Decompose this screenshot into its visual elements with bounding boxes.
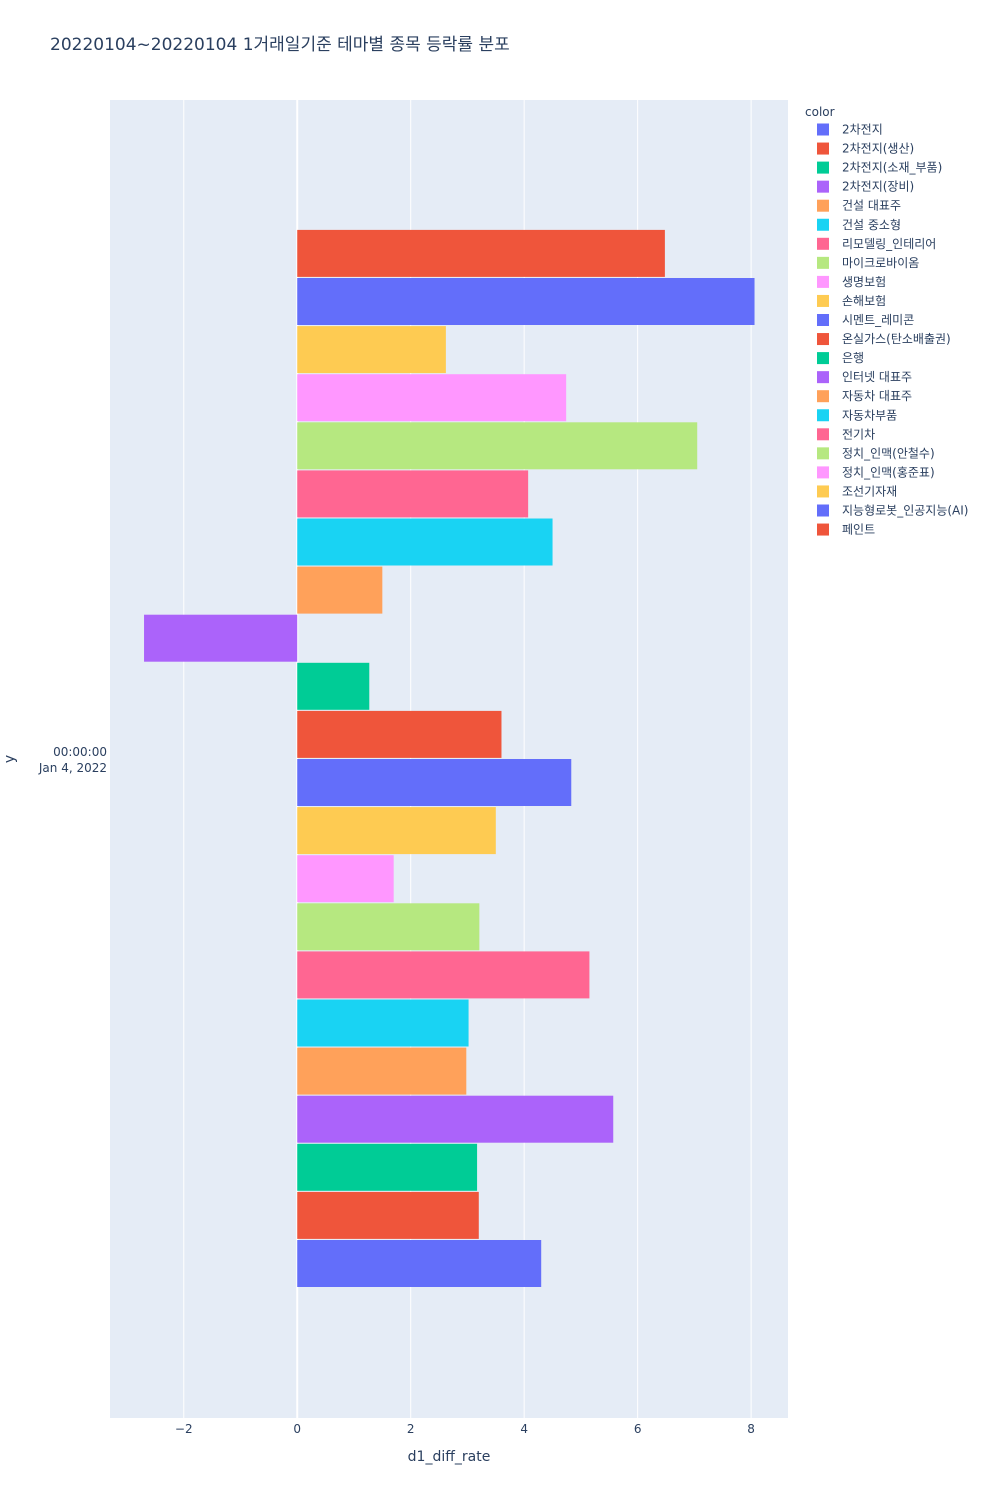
bar [297,1095,614,1143]
bar [297,326,446,374]
x-tick-label: 4 [520,1422,528,1436]
legend-swatch [817,237,829,250]
legend-label: 2차전지(장비) [842,180,914,194]
legend-label: 리모델링_인테리어 [842,237,936,251]
x-tick-label: −2 [175,1422,193,1436]
legend-swatch [817,390,829,403]
legend-swatch [817,371,829,384]
bar [297,759,572,806]
legend-swatch [817,504,829,517]
bar [297,518,553,566]
bar [297,1047,467,1095]
bar [297,903,480,951]
bar [297,807,496,855]
legend-label: 생명보험 [842,275,886,289]
legend-swatch [817,466,829,479]
legend-label: 2차전지 [842,123,883,137]
bar [297,999,469,1047]
y-axis-title: y [2,755,18,763]
legend: color 2차전지 2차전지(생산) 2차전지(소재_부품) 2차전지(장비) 건설 … [805,105,968,537]
bar [144,614,298,662]
x-tick-label: 6 [634,1422,642,1436]
bar [297,566,383,614]
chart-title: 20220104~20220104 1거래일기준 테마별 종목 등락률 분포 [50,35,510,55]
legend-label: 정치_인맥(안철수) [842,446,935,460]
x-tick-label: 8 [747,1422,755,1436]
bar [297,278,755,325]
bar [297,422,698,470]
legend-swatch [817,409,829,422]
legend-swatch [817,218,829,231]
legend-swatch [817,523,829,536]
x-axis-title: d1_diff_rate [408,1449,491,1465]
legend-label: 전기차 [842,427,875,441]
legend-label: 지능형로봇_인공지능(AI) [842,504,968,518]
legend-label: 페인트 [842,523,875,537]
bar [297,662,370,710]
legend-swatch [817,447,829,460]
bar [297,1240,542,1287]
legend-label: 온실가스(탄소배출권) [842,332,951,346]
legend-swatch [817,256,829,269]
legend-label: 조선기자재 [842,484,897,498]
legend-label: 건설 중소형 [842,218,901,232]
legend-swatch [817,199,829,212]
x-tick-label: 0 [293,1422,301,1436]
legend-swatch [817,428,829,441]
legend-label: 자동차 대표주 [842,389,912,403]
bar [297,1191,479,1239]
bar [297,374,567,422]
legend-swatch [817,352,829,365]
legend-label: 자동차부품 [842,408,897,422]
legend-label: 손해보험 [842,294,886,308]
legend-swatch [817,275,829,288]
legend-label: 건설 대표주 [842,199,901,213]
legend-swatch [817,142,829,155]
bar [297,229,665,277]
legend-swatch [817,294,829,307]
x-tick-label: 2 [407,1422,415,1436]
legend-swatch [817,314,829,326]
legend-swatch [817,123,829,136]
legend-swatch [817,161,829,174]
x-tick-labels: −2 0 2 4 6 8 [175,1422,755,1436]
bar [297,1143,478,1191]
legend-swatch [817,333,829,346]
y-tick-label-time: 00:00:00 [53,745,107,759]
legend-label: 2차전지(소재_부품) [842,161,942,175]
bar [297,951,590,999]
legend-label: 정치_인맥(홍준표) [842,465,935,479]
bar [297,470,529,518]
legend-label: 2차전지(생산) [842,142,914,156]
bars [144,229,755,1287]
legend-swatch [817,180,829,193]
legend-label: 인터넷 대표주 [842,370,912,384]
legend-label: 은행 [842,350,864,365]
bar [297,855,394,903]
legend-label: 마이크로바이옴 [842,256,919,270]
legend-swatch [817,485,829,498]
legend-title: color [805,105,835,119]
legend-label: 시멘트_레미콘 [842,313,914,327]
y-tick-label-date: Jan 4, 2022 [38,761,107,775]
bar [297,710,502,758]
